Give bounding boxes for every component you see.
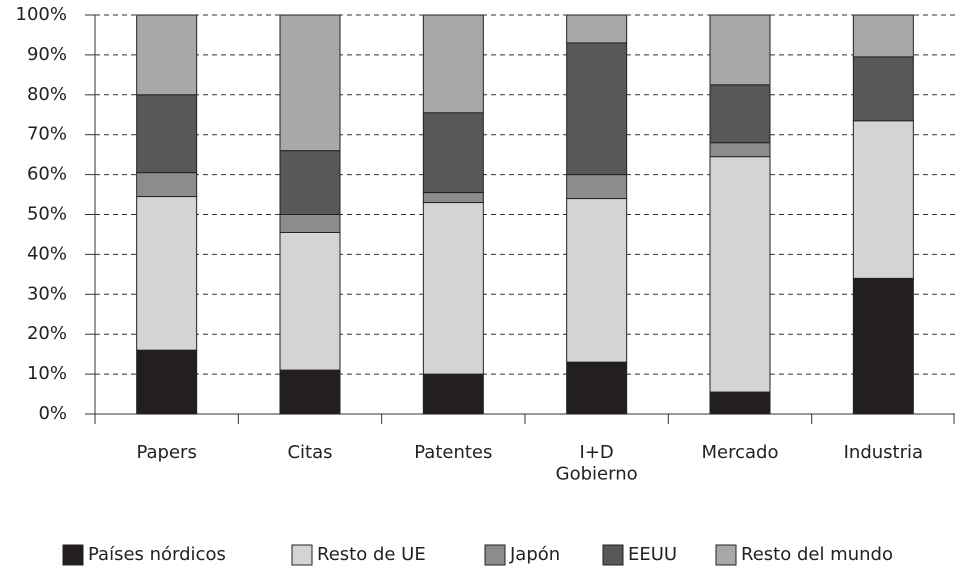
bar-segment (852, 120, 914, 279)
bar-segment (852, 277, 914, 415)
y-tick-label: 60% (27, 164, 67, 185)
legend-swatch (602, 544, 624, 566)
legend-label: Resto de UE (317, 544, 426, 565)
legend-label: Países nórdicos (88, 544, 226, 565)
bar-segment (709, 14, 771, 86)
bar-segment (709, 156, 771, 393)
bar-segment (566, 361, 628, 415)
bar-segment (709, 142, 771, 158)
bar-segment (422, 14, 484, 114)
bar-segment (279, 369, 341, 415)
x-tick-label: Industria (844, 442, 923, 463)
bar-segment (422, 202, 484, 375)
x-tick-label: Papers (136, 442, 196, 463)
bar-segment (566, 14, 628, 44)
y-tick-label: 90% (27, 44, 67, 65)
legend-swatch (484, 544, 506, 566)
legend-label: Japón (509, 544, 560, 565)
bar-segment (566, 174, 628, 200)
y-tick-label: 10% (27, 363, 67, 384)
bar-segment (136, 172, 198, 198)
bar-segment (852, 14, 914, 58)
legend-swatch (715, 544, 737, 566)
x-tick-label: Citas (287, 442, 332, 463)
bar-segment (422, 112, 484, 194)
y-tick-label: 100% (16, 4, 67, 25)
legend-label: EEUU (628, 544, 677, 565)
legend-swatch (291, 544, 313, 566)
bar-segment (279, 231, 341, 371)
bar-segment (279, 150, 341, 216)
y-tick-label: 50% (27, 204, 67, 225)
y-tick-label: 70% (27, 124, 67, 145)
bar-segment (422, 192, 484, 204)
bar-segment (136, 94, 198, 174)
x-tick-label: I+D Gobierno (556, 442, 638, 485)
bar-segment (566, 198, 628, 363)
bar-segment (422, 373, 484, 415)
bar-segment (136, 196, 198, 351)
legend-label: Resto del mundo (741, 544, 893, 565)
bar-segment (279, 14, 341, 152)
x-tick-label: Mercado (702, 442, 779, 463)
x-tick-label: Patentes (414, 442, 492, 463)
bar-segment (709, 84, 771, 144)
bar-segment (136, 14, 198, 96)
y-tick-label: 30% (27, 283, 67, 304)
bar-segment (852, 56, 914, 122)
y-tick-label: 80% (27, 84, 67, 105)
bar-segment (136, 349, 198, 415)
y-tick-label: 20% (27, 323, 67, 344)
bar-segment (709, 391, 771, 415)
legend-swatch (62, 544, 84, 566)
bar-segment (279, 214, 341, 233)
bar-segment (566, 42, 628, 176)
y-tick-label: 40% (27, 243, 67, 264)
y-tick-label: 0% (38, 403, 67, 424)
